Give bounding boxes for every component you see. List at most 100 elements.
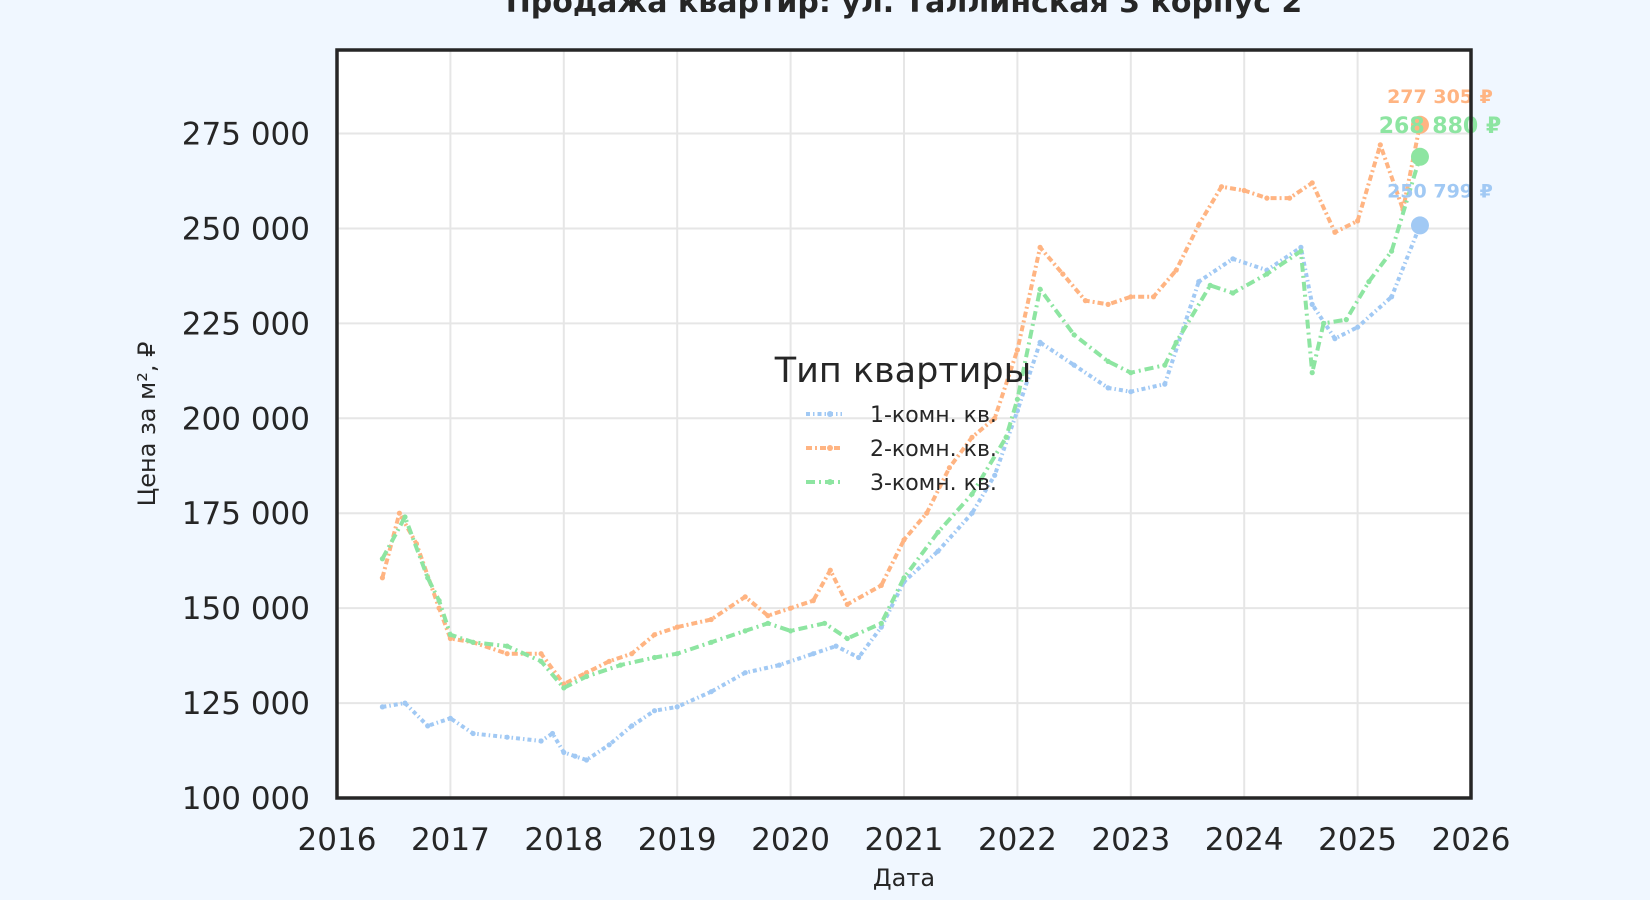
data-point xyxy=(629,723,635,729)
data-point xyxy=(1332,336,1338,342)
series-line xyxy=(380,124,1422,687)
legend: Тип квартиры 1-комн. кв. 2-комн. кв. 3-ком… xyxy=(774,351,1032,496)
data-point xyxy=(776,662,782,668)
data-point xyxy=(1162,362,1168,368)
data-point xyxy=(674,624,680,630)
legend-marker xyxy=(827,479,833,485)
legend-title: Тип квартиры xyxy=(774,351,1032,391)
data-point xyxy=(447,715,453,721)
data-point xyxy=(1298,248,1304,254)
x-tick-label: 2019 xyxy=(638,822,717,858)
end-value-label: 268 880 ₽ xyxy=(1379,114,1501,139)
data-point xyxy=(379,556,385,562)
data-point xyxy=(583,673,590,680)
data-point xyxy=(708,689,714,695)
data-point xyxy=(1105,358,1111,364)
data-point xyxy=(708,616,714,623)
x-tick-label: 2024 xyxy=(1205,822,1284,858)
end-value-label: 277 305 ₽ xyxy=(1387,86,1493,108)
data-point xyxy=(561,749,567,756)
data-point xyxy=(538,651,544,657)
legend-item: 1-комн. кв. xyxy=(806,403,997,428)
data-point xyxy=(651,632,658,638)
data-point xyxy=(742,670,748,676)
data-point xyxy=(742,594,748,600)
data-point xyxy=(549,730,556,737)
data-point xyxy=(856,654,862,661)
data-point xyxy=(1071,332,1077,338)
y-tick-label: 225 000 xyxy=(182,306,310,342)
data-point xyxy=(1298,244,1304,250)
data-point xyxy=(1196,279,1202,285)
data-point xyxy=(504,651,510,657)
data-point xyxy=(935,548,941,554)
data-point xyxy=(1366,279,1372,285)
chart-title: Продажа квартир: ул. Таллинская 3 корпус… xyxy=(506,0,1303,20)
data-point xyxy=(1037,286,1043,292)
data-point xyxy=(402,514,408,520)
y-tick-label: 150 000 xyxy=(182,591,310,627)
x-axis-label: Дата xyxy=(873,864,935,892)
legend-marker xyxy=(827,411,833,417)
data-point xyxy=(1173,267,1179,273)
data-point xyxy=(901,537,907,543)
data-point xyxy=(924,510,930,516)
data-point xyxy=(788,605,794,611)
data-point xyxy=(1082,298,1088,304)
plot-frame xyxy=(335,48,1473,800)
x-tick-label: 2016 xyxy=(298,822,377,858)
legend-item: 2-комн. кв. xyxy=(806,437,997,462)
data-point xyxy=(1014,396,1021,402)
data-point xyxy=(1309,180,1315,186)
data-point xyxy=(969,491,975,497)
data-point xyxy=(1150,294,1157,300)
data-point xyxy=(379,575,385,581)
data-point xyxy=(447,632,453,638)
x-tick-label: 2025 xyxy=(1318,822,1397,858)
data-point xyxy=(1003,434,1009,440)
x-tick-label: 2017 xyxy=(411,822,490,858)
data-point xyxy=(583,757,590,763)
data-point xyxy=(504,734,510,740)
series-layer xyxy=(379,122,1423,763)
data-point xyxy=(844,601,850,608)
data-point xyxy=(674,704,680,710)
x-tick-label: 2018 xyxy=(524,822,603,858)
data-point xyxy=(1264,271,1270,277)
data-point xyxy=(1309,301,1315,307)
data-point xyxy=(1060,271,1066,277)
data-point xyxy=(946,465,953,471)
data-point xyxy=(827,567,833,573)
endpoints-layer: 250 799 ₽ 277 305 ₽ 268 880 ₽ xyxy=(1379,86,1501,235)
data-point xyxy=(504,643,510,649)
data-point xyxy=(992,472,998,478)
data-point xyxy=(1309,370,1315,376)
x-axis: 2016 2017 2018 2019 2020 2021 2022 2023 2024 2025… xyxy=(298,822,1511,858)
data-point xyxy=(810,598,816,604)
x-tick-label: 2020 xyxy=(751,822,830,858)
data-point xyxy=(651,708,658,714)
y-axis: 100 000 125 000 150 000 175 000 200 000 225 0… xyxy=(182,117,310,817)
legend-label: 2-комн. кв. xyxy=(870,437,997,462)
data-point xyxy=(1071,362,1077,368)
data-point xyxy=(425,575,431,581)
data-point xyxy=(396,510,402,516)
data-point xyxy=(1355,324,1361,330)
data-point xyxy=(765,613,771,619)
data-point xyxy=(674,651,680,657)
data-point xyxy=(1162,381,1168,387)
data-point xyxy=(538,658,544,664)
data-point xyxy=(629,651,635,657)
data-point xyxy=(1264,195,1270,201)
data-point xyxy=(969,434,975,440)
y-tick-label: 275 000 xyxy=(182,117,310,153)
data-point xyxy=(1105,301,1111,307)
data-point xyxy=(1173,339,1179,345)
end-point-marker xyxy=(1410,115,1429,134)
legend-marker xyxy=(827,445,833,451)
data-point xyxy=(1037,244,1043,250)
data-point xyxy=(617,662,624,668)
y-tick-label: 175 000 xyxy=(182,496,310,532)
